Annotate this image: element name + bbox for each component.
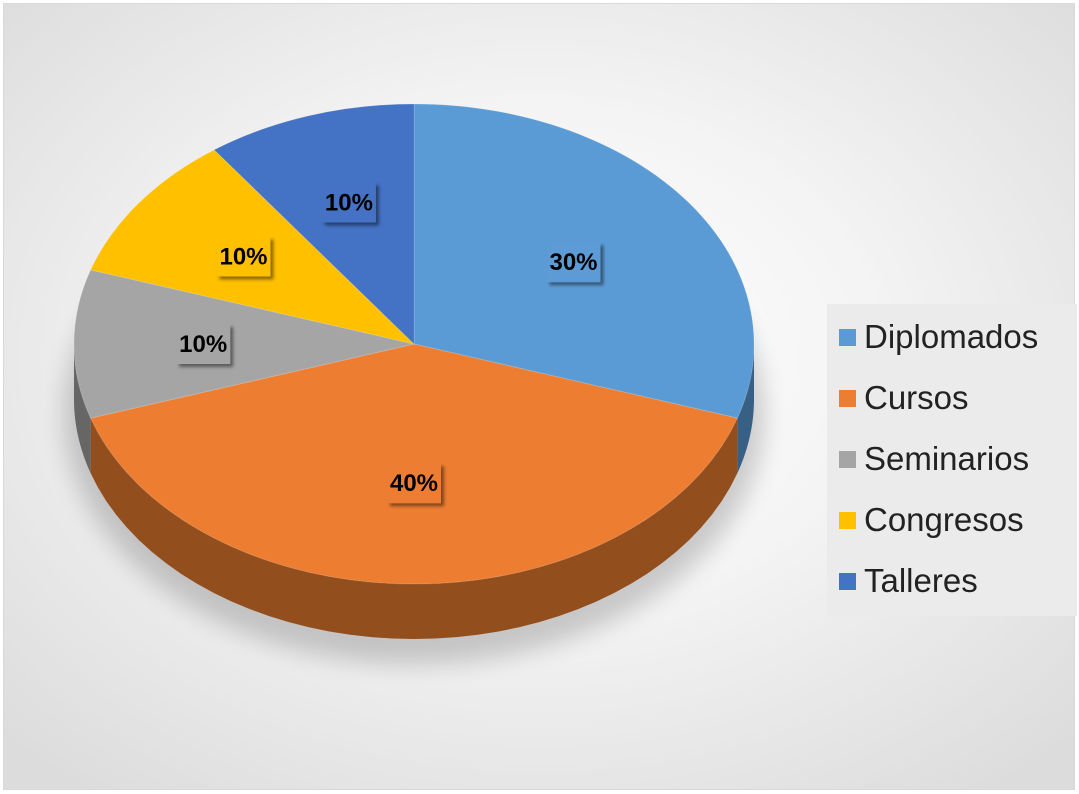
data-label-text: 30% [549,249,597,276]
pie-slice-side-cursos [90,418,738,639]
data-label-box [387,463,441,504]
data-label-talleres: 10% [321,182,376,223]
data-label-diplomados: 30% [546,242,601,283]
data-label-text: 40% [390,470,438,497]
data-label-text: 10% [219,244,267,271]
legend-label: Talleres [864,562,978,599]
legend: Diplomados Cursos Seminarios Congresos Talle… [827,304,1077,616]
data-label-box [176,324,231,364]
legend-swatch [839,572,856,590]
data-label-text: 10% [325,190,373,217]
pie-slice-seminarios [73,269,415,419]
legend-item-talleres: Talleres [839,562,978,600]
data-label-box [546,242,601,283]
legend-label: Seminarios [864,440,1030,477]
data-label-box [321,182,376,223]
legend-item-cursos: Cursos [839,379,969,417]
legend-swatch [839,450,856,468]
pie-chart: 30% 40% 10% 10% 10% [64,103,764,664]
legend-label: Congresos [864,501,1024,538]
chart-area: 30% 40% 10% 10% 10% Diplomados Cursos Seminari… [3,3,1077,790]
data-label-cursos: 40% [387,463,441,504]
legend-label: Cursos [864,379,969,416]
legend-item-diplomados: Diplomados [839,318,1038,356]
pie-slice-side-seminarios [74,344,91,474]
legend-swatch [839,511,856,529]
data-label-box [216,236,271,277]
pie-slice-talleres [213,103,415,346]
data-label-congresos: 10% [216,236,271,277]
legend-item-seminarios: Seminarios [839,440,1029,478]
legend-item-congresos: Congresos [839,501,1024,539]
data-label-text: 10% [179,331,227,358]
legend-label: Diplomados [864,318,1039,355]
pie-slice-side-diplomados [737,344,754,474]
legend-swatch [839,328,856,346]
data-label-seminarios: 10% [176,324,231,364]
legend-swatch [839,389,856,407]
